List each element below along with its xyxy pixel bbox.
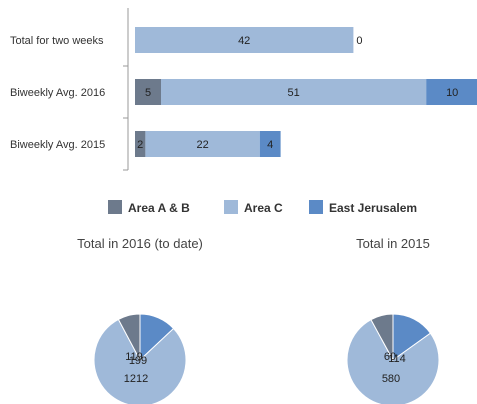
legend-label-area-c: Area C: [244, 201, 283, 215]
chart-legend: Area A & B Area C East Jerusalem: [108, 200, 417, 215]
bar-segment-area-a-and-b: [135, 79, 161, 105]
pie-value-label-area-a-and-b: 119: [125, 351, 143, 363]
pie-slice-area-c: [93, 318, 187, 404]
bar-segment-area-a-and-b: [135, 131, 146, 157]
stacked-bar-chart: Total for two weeks0420Biweekly Avg. 201…: [10, 8, 477, 171]
pie-title-2015: Total in 2015: [356, 236, 430, 251]
category-label-total-for-two-weeks: Total for two weeks: [10, 35, 104, 47]
pie-slice-area-c: [346, 318, 440, 404]
pie-title-2016: Total in 2016 (to date): [77, 236, 203, 251]
data-label-area-c: 42: [238, 35, 250, 47]
pie-slice-area-a-and-b: [117, 313, 141, 361]
data-label-area-a-and-b: 5: [145, 87, 151, 99]
data-label-east-jerusalem: 0: [356, 35, 362, 47]
pie-chart-2016: Total in 2016 (to date) 119 1212 199: [40, 236, 240, 404]
data-label-area-a-and-b: 2: [137, 139, 143, 151]
data-label-east-jerusalem: 4: [267, 139, 273, 151]
category-label-biweekly-avg-2015: Biweekly Avg. 2015: [10, 139, 105, 151]
bar-segment-area-c: [135, 27, 354, 53]
pie-value-label-area-c: 1212: [124, 373, 148, 385]
data-label-east-jerusalem: 10: [446, 87, 458, 99]
bar-segment-east-jerusalem: [426, 79, 477, 105]
pie-value-label-east-jerusalem: 114: [388, 353, 406, 365]
legend-label-east-jerusalem: East Jerusalem: [329, 201, 417, 215]
bar-segment-area-c: [161, 79, 427, 105]
bar-segment-east-jerusalem: [259, 131, 281, 157]
pie-slice-area-a-and-b: [370, 313, 394, 361]
data-label-area-c: 22: [196, 139, 208, 151]
pie-value-label-area-a-and-b: 60: [384, 351, 396, 363]
legend-label-area-a-and-b: Area A & B: [128, 201, 190, 215]
legend-swatch-area-a-and-b: [108, 200, 122, 214]
legend-swatch-area-c: [224, 200, 238, 214]
data-label-area-c: 51: [287, 87, 299, 99]
pie-chart-2015: Total in 2015 60 580 114: [293, 236, 477, 404]
pie-value-label-area-c: 580: [382, 373, 400, 385]
category-label-biweekly-avg-2016: Biweekly Avg. 2016: [10, 87, 105, 99]
legend-swatch-east-jerusalem: [309, 200, 323, 214]
bar-segment-area-c: [145, 131, 260, 157]
pie-value-label-east-jerusalem: 199: [129, 355, 147, 367]
